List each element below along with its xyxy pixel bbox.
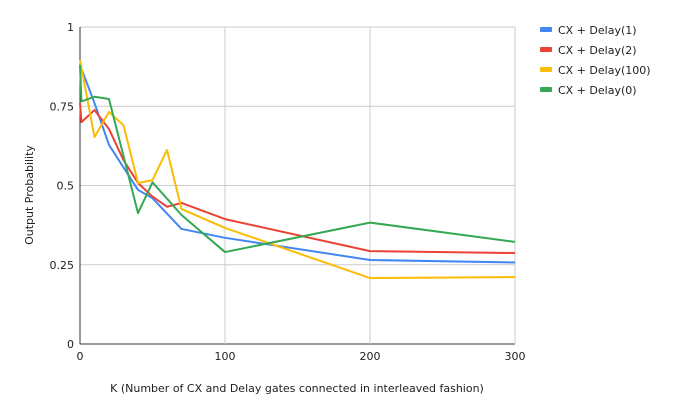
y-tick-label: 0.75	[50, 100, 75, 113]
y-axis-label: Output Probability	[23, 145, 36, 245]
y-tick-label: 0.25	[50, 259, 75, 272]
legend-swatch	[540, 47, 552, 52]
y-tick-label: 1	[67, 21, 74, 34]
series-line	[79, 65, 516, 254]
legend-swatch	[540, 87, 552, 92]
x-tick-label: 100	[215, 350, 236, 363]
series-line	[79, 103, 516, 255]
x-tick-label: 200	[360, 350, 381, 363]
legend-label: CX + Delay(100)	[558, 64, 651, 77]
x-axis-label: K (Number of CX and Delay gates connecte…	[110, 382, 484, 395]
y-tick-label: 0.5	[57, 180, 75, 193]
legend-label: CX + Delay(1)	[558, 24, 637, 37]
legend-label: CX + Delay(2)	[558, 44, 637, 57]
legend-swatch	[540, 67, 552, 72]
legend-swatch	[540, 27, 552, 32]
y-tick-label: 0	[67, 338, 74, 351]
series-line	[79, 59, 516, 280]
x-tick-label: 300	[505, 350, 526, 363]
x-tick-label: 0	[77, 350, 84, 363]
legend-label: CX + Delay(0)	[558, 84, 637, 97]
